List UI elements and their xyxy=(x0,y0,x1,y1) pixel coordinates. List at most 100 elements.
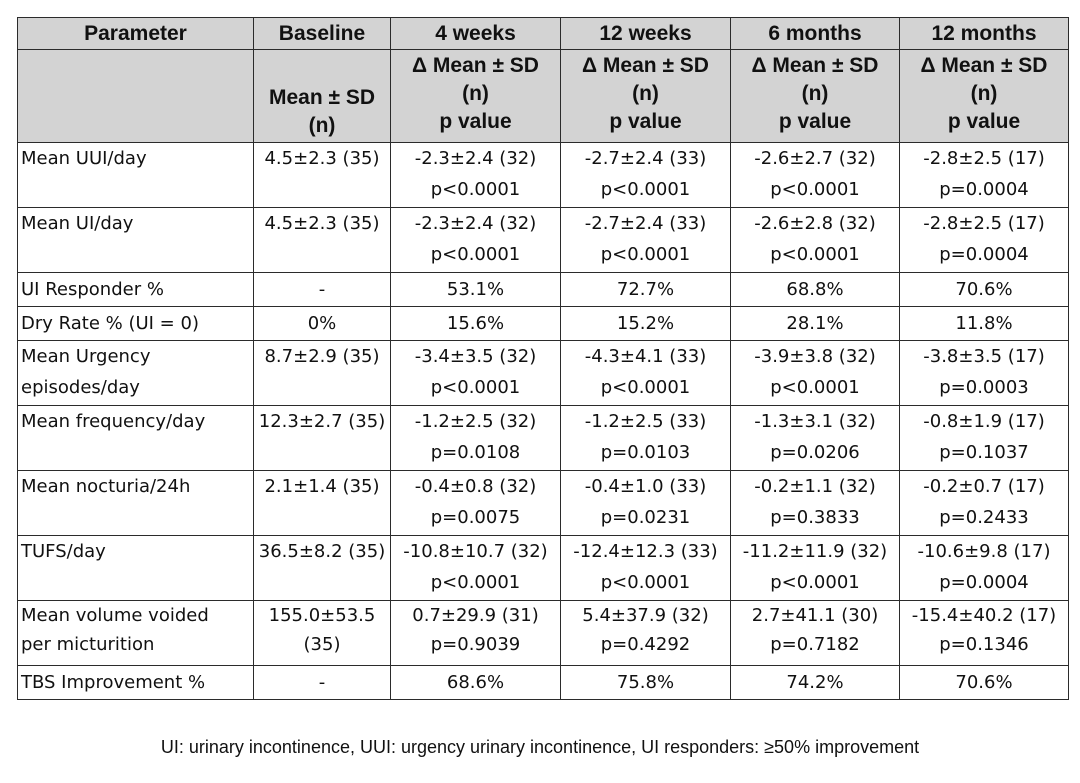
cell-line: 8.7±2.9 (35) xyxy=(264,346,380,367)
header-4-weeks: 4 weeks xyxy=(390,17,561,50)
cell-12-months: -2.8±2.5 (17) p=0.0004 xyxy=(899,207,1069,273)
cell-6-months: -2.6±2.7 (32) p<0.0001 xyxy=(730,142,900,208)
header-sub-line: p value xyxy=(609,110,682,133)
cell-line: 28.1% xyxy=(786,313,844,334)
cell-line: -15.4±40.2 (17) xyxy=(911,605,1057,626)
cell-line: 2.1±1.4 (35) xyxy=(264,476,380,497)
cell-line: -2.7±2.4 (33) xyxy=(584,148,707,169)
cell-12-weeks: -2.7±2.4 (33) p<0.0001 xyxy=(560,207,731,273)
cell-line: p=0.0003 xyxy=(939,377,1029,398)
cell-line: p=0.1037 xyxy=(939,442,1029,463)
cell-12-months: 11.8% xyxy=(899,306,1069,341)
cell-6-months: 28.1% xyxy=(730,306,900,341)
cell-line: p<0.0001 xyxy=(600,572,691,593)
cell-line: p<0.0001 xyxy=(430,572,521,593)
cell-line: p<0.0001 xyxy=(600,244,691,265)
header-row-titles: Parameter Baseline 4 weeks 12 weeks 6 mo… xyxy=(17,17,1069,50)
header-sub-line: Δ Mean ± SD xyxy=(751,54,879,77)
cell-line: 11.8% xyxy=(955,313,1013,334)
cell-12-months: 70.6% xyxy=(899,665,1069,700)
cell-line: p<0.0001 xyxy=(600,377,691,398)
table-row: Mean Urgency episodes/day 8.7±2.9 (35) -3… xyxy=(17,340,1069,406)
table-row: Mean frequency/day 12.3±2.7 (35) -1.2±2.… xyxy=(17,405,1069,471)
cell-line: p=0.3833 xyxy=(770,507,860,528)
table-row: UI Responder % - 53.1% 72.7% 68.8% 70.6% xyxy=(17,272,1069,307)
cell-line: -3.8±3.5 (17) xyxy=(923,346,1045,367)
cell-line: -0.4±0.8 (32) xyxy=(414,476,537,497)
cell-line: p=0.0103 xyxy=(600,442,691,463)
cell-12-weeks: -12.4±12.3 (33) p<0.0001 xyxy=(560,535,731,601)
cell-parameter: UI Responder % xyxy=(17,272,254,307)
header-baseline: Baseline xyxy=(253,17,391,50)
cell-line: episodes/day xyxy=(21,377,140,398)
cell-line: (35) xyxy=(303,634,341,655)
cell-6-months: -0.2±1.1 (32) p=0.3833 xyxy=(730,470,900,536)
table-row: Mean UUI/day 4.5±2.3 (35) -2.3±2.4 (32) p… xyxy=(17,142,1069,208)
cell-12-months: -0.2±0.7 (17) p=0.2433 xyxy=(899,470,1069,536)
cell-line: p=0.4292 xyxy=(600,634,691,655)
cell-12-weeks: 75.8% xyxy=(560,665,731,700)
cell-line: 74.2% xyxy=(786,672,844,693)
cell-line: Mean UI/day xyxy=(21,213,134,234)
cell-12-weeks: 5.4±37.9 (32) p=0.4292 xyxy=(560,600,731,666)
header-4-weeks-sub: Δ Mean ± SD (n) p value xyxy=(390,49,561,143)
cell-line: 72.7% xyxy=(616,279,675,300)
cell-baseline: 12.3±2.7 (35) xyxy=(253,405,391,471)
cell-4-weeks: 68.6% xyxy=(390,665,561,700)
cell-line: p<0.0001 xyxy=(430,179,521,200)
cell-parameter: TUFS/day xyxy=(17,535,254,601)
header-parameter-sub xyxy=(17,49,254,143)
cell-line: 36.5±8.2 (35) xyxy=(258,541,386,562)
header-12-weeks-sub: Δ Mean ± SD (n) p value xyxy=(560,49,731,143)
cell-4-weeks: 15.6% xyxy=(390,306,561,341)
cell-12-months: -3.8±3.5 (17) p=0.0003 xyxy=(899,340,1069,406)
table-header: Parameter Baseline 4 weeks 12 weeks 6 mo… xyxy=(17,17,1069,143)
header-12-months-sub: Δ Mean ± SD (n) p value xyxy=(899,49,1069,143)
cell-line: Mean UUI/day xyxy=(21,148,147,169)
cell-4-weeks: -1.2±2.5 (32) p=0.0108 xyxy=(390,405,561,471)
table-row: Mean nocturia/24h 2.1±1.4 (35) -0.4±0.8 … xyxy=(17,470,1069,536)
header-sub-line: (n) xyxy=(462,82,489,105)
table-row: Dry Rate % (UI = 0) 0% 15.6% 15.2% 28.1%… xyxy=(17,306,1069,341)
cell-12-weeks: 15.2% xyxy=(560,306,731,341)
header-12-months: 12 months xyxy=(899,17,1069,50)
header-6-months: 6 months xyxy=(730,17,900,50)
header-sub-line: (n) xyxy=(970,82,998,105)
cell-4-weeks: -3.4±3.5 (32) p<0.0001 xyxy=(390,340,561,406)
cell-parameter: Mean UUI/day xyxy=(17,142,254,208)
cell-line: -2.6±2.8 (32) xyxy=(754,213,876,234)
cell-line: -2.8±2.5 (17) xyxy=(923,148,1045,169)
cell-12-months: -2.8±2.5 (17) p=0.0004 xyxy=(899,142,1069,208)
cell-line: 70.6% xyxy=(955,672,1013,693)
header-sub-line: (n) xyxy=(801,82,829,105)
cell-line: -3.9±3.8 (32) xyxy=(754,346,876,367)
cell-line: 4.5±2.3 (35) xyxy=(264,213,380,234)
header-sub-line: p value xyxy=(439,110,512,133)
cell-parameter: Dry Rate % (UI = 0) xyxy=(17,306,254,341)
cell-line: p=0.2433 xyxy=(939,507,1029,528)
header-sub-line: Δ Mean ± SD xyxy=(412,54,539,77)
header-baseline-sub: Mean ± SD (n) xyxy=(253,49,391,143)
cell-line: -10.6±9.8 (17) xyxy=(917,541,1051,562)
cell-line: p<0.0001 xyxy=(770,572,860,593)
cell-line: 0% xyxy=(307,313,337,334)
cell-line: 15.2% xyxy=(616,313,675,334)
cell-line: p<0.0001 xyxy=(770,244,860,265)
results-table-container: Parameter Baseline 4 weeks 12 weeks 6 mo… xyxy=(17,17,1069,700)
cell-6-months: -3.9±3.8 (32) p<0.0001 xyxy=(730,340,900,406)
cell-line: -11.2±11.9 (32) xyxy=(742,541,888,562)
header-12-weeks: 12 weeks xyxy=(560,17,731,50)
cell-line: -0.8±1.9 (17) xyxy=(923,411,1045,432)
header-parameter: Parameter xyxy=(17,17,254,50)
header-sub-line: Δ Mean ± SD xyxy=(920,54,1048,77)
cell-line: -0.2±0.7 (17) xyxy=(923,476,1045,497)
cell-line: p=0.0108 xyxy=(430,442,521,463)
cell-line: -2.7±2.4 (33) xyxy=(584,213,707,234)
cell-4-weeks: -0.4±0.8 (32) p=0.0075 xyxy=(390,470,561,536)
cell-line: 4.5±2.3 (35) xyxy=(264,148,380,169)
cell-line: -0.2±1.1 (32) xyxy=(754,476,876,497)
cell-line: p=0.0206 xyxy=(770,442,860,463)
cell-6-months: 2.7±41.1 (30) p=0.7182 xyxy=(730,600,900,666)
cell-baseline: 4.5±2.3 (35) xyxy=(253,142,391,208)
cell-6-months: -11.2±11.9 (32) p<0.0001 xyxy=(730,535,900,601)
